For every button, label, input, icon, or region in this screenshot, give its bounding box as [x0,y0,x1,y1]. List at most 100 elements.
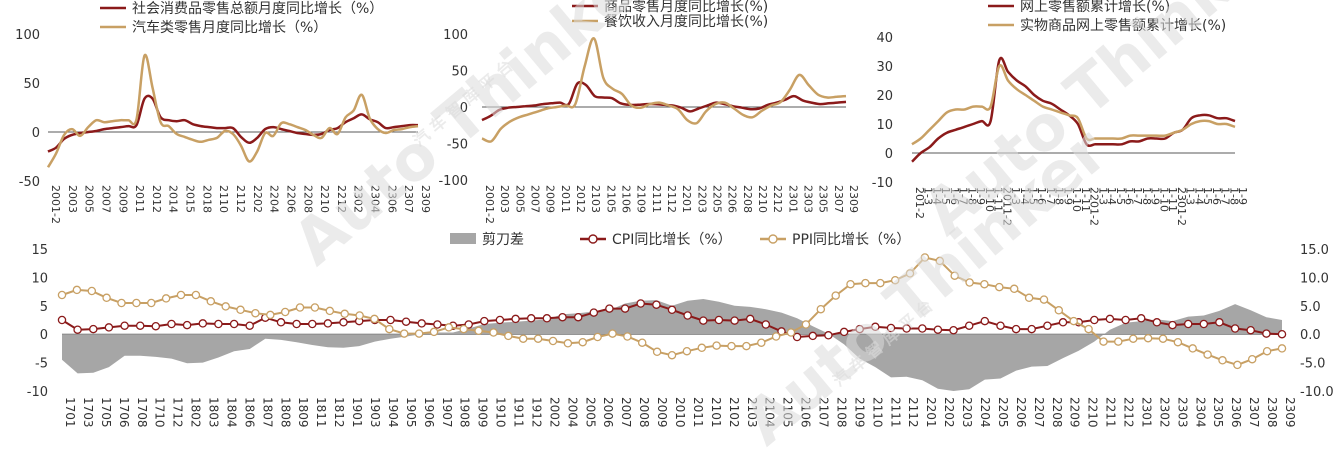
c2-xtick-12: 2112 [665,185,678,213]
c1-xtick-9: 2018 [200,185,213,213]
c4-ytick-4: 10 [31,271,48,286]
c4-series-1-point-37 [608,329,617,338]
c4-y2tick-2: 0.0 [1300,328,1321,343]
c2-xtick-9: 2106 [620,185,633,213]
c3-xtick-29: 1-11 [1166,187,1179,212]
c3-series-1-line [911,63,1236,146]
c4-xtick-24: 1910 [494,397,508,428]
c4-series-1-point-62 [980,279,989,289]
c4-series-1-point-25 [429,327,439,337]
c1-xtick-21: 2307 [402,185,415,213]
c4-series-1-point-1 [72,285,82,295]
c1-xtick-17: 2212 [335,185,348,213]
c4-xtick-8: 1803 [207,397,221,428]
c4-series-1-point-75 [1173,337,1183,347]
c3-xtick-24: 1-6 [1123,187,1136,205]
c2-xtick-16: 2206 [726,185,739,213]
c2-xtick-19: 2212 [771,185,784,213]
c4-series-0-point-14 [276,318,286,327]
c4-legend-0-label: CPI同比增长（%） [612,232,732,248]
c4-series-0-point-26 [464,320,473,329]
c4-series-1-point-44 [712,341,721,350]
c4-series-1-point-21 [370,314,379,324]
c4-series-1-point-63 [995,282,1004,292]
c4-xtick-54: 2207 [1032,397,1046,428]
c4-series-1-point-15 [280,307,290,317]
c4-series-1-point-2 [87,286,97,296]
c4-series-1-point-66 [1039,295,1049,304]
c4-series-0-point-53 [886,323,896,333]
c2-xtick-4: 2009 [544,185,557,213]
c4-xtick-58: 2211 [1104,397,1118,428]
c4-series-0-point-67 [1105,314,1115,324]
c4-xtick-65: 2306 [1229,397,1243,428]
c4-series-1-point-65 [1024,293,1034,303]
c3-ytick-0: -10 [872,176,893,191]
c4-series-1-point-14 [266,310,275,320]
c4-series-0-point-4 [120,321,129,330]
c4-series-1-point-79 [1233,360,1242,370]
c4-series-0-point-61 [1011,324,1021,334]
c4-series-1-point-10 [206,297,216,306]
c4-series-1-point-76 [1188,344,1197,353]
c4-xtick-26: 1912 [529,397,543,428]
c1-xtick-1: 2003 [66,185,79,213]
c4-xtick-42: 2107 [817,397,831,428]
c4-xtick-13: 1809 [296,397,310,428]
c4-series-0-point-22 [401,317,411,326]
c4-y2tick-5: 15.0 [1300,243,1329,258]
c4-series-1-point-26 [444,323,454,332]
c4-series-1-point-11 [221,302,230,311]
c4-series-1-point-47 [757,338,766,347]
c1-xtick-22: 2309 [419,185,432,213]
c4-series-1-point-18 [325,306,335,316]
c4-series-1-point-19 [340,309,349,319]
c4-series-0-point-76 [1246,325,1255,335]
c3-ytick-5: 40 [876,31,893,46]
c4-xtick-62: 2303 [1175,397,1189,428]
c1-xtick-6: 2012 [150,185,163,213]
c4-xtick-53: 2206 [1014,397,1028,428]
c4-series-1-point-68 [1069,316,1078,326]
c4-series-1-point-74 [1158,334,1168,343]
c2-xtick-17: 2208 [741,185,754,213]
c1-xtick-4: 2009 [116,185,129,213]
c4-series-0-point-23 [417,319,426,328]
c4-xtick-1: 1703 [81,397,95,428]
c4-series-0-point-54 [902,324,911,333]
c4-xtick-40: 2105 [781,397,795,428]
c4-series-0-point-39 [667,305,677,315]
c4-series-1-point-49 [786,328,796,337]
c4-series-0-point-58 [964,321,974,330]
c1-xtick-18: 2302 [352,185,365,213]
c4-series-1-point-46 [742,341,751,351]
c4-series-0-point-31 [542,314,552,323]
c4-series-0-point-66 [1090,315,1099,325]
c4-xtick-63: 2304 [1193,397,1207,428]
c4-series-0-point-72 [1183,319,1193,329]
c4-series-0-point-45 [761,320,771,329]
c4-series-1-point-52 [831,291,840,300]
c4-series-1-point-17 [310,303,320,312]
c1-ytick-3: 100 [15,28,40,43]
c4-series-1-point-58 [920,253,930,262]
c4-series-1-point-6 [147,298,156,308]
c2-xtick-2: 2005 [513,185,526,213]
c3-ytick-1: 0 [885,147,893,162]
c4-series-0-point-51 [855,324,864,334]
c1-xtick-5: 2011 [133,185,146,213]
c2-xtick-0: 2001-2 [483,185,496,224]
c3-xtick-6: 1-8 [965,187,978,205]
c2-xtick-3: 2007 [529,185,542,213]
c4-series-0-point-63 [1043,321,1052,330]
c4-legend-1-label: PPI同比增长（%） [792,232,910,248]
c4-xtick-21: 1907 [440,397,454,428]
c4-series-1-point-45 [727,341,736,351]
c4-series-0-point-17 [323,319,333,328]
c3-ytick-3: 20 [876,89,893,104]
c4-series-0-point-50 [839,327,849,337]
c4-series-1-point-72 [1128,334,1138,343]
c4-series-0-point-28 [495,315,505,325]
c4-series-1-point-4 [117,298,126,308]
c3-xtick-21: 1-3 [1096,187,1109,205]
